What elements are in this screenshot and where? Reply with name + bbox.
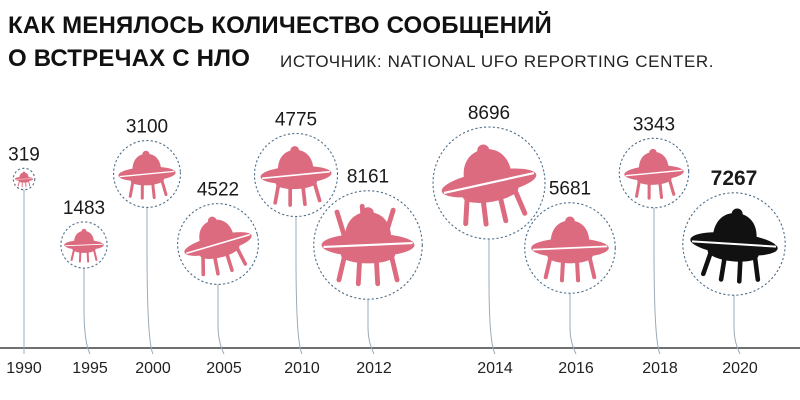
value-label: 8161	[347, 167, 389, 188]
ufo-body	[321, 203, 415, 287]
ufo-body	[624, 148, 684, 200]
ufo-body	[531, 216, 609, 283]
value-label: 7267	[711, 167, 758, 190]
bubble-ring	[12, 167, 36, 191]
ufo-body	[441, 144, 537, 227]
bubble-ring	[313, 190, 423, 300]
year-label: 1990	[6, 360, 42, 377]
chart-title-line-1: КАК МЕНЯЛОСЬ КОЛИЧЕСТВО СООБЩЕНИЙ	[8, 12, 552, 39]
year-label: 2012	[356, 360, 392, 377]
ufo-body	[14, 171, 34, 188]
ufo-icon	[113, 140, 181, 208]
year-label: 2010	[284, 360, 320, 377]
ufo-icon	[60, 221, 108, 269]
year-label: 2000	[135, 360, 171, 377]
value-label: 4775	[275, 110, 317, 131]
year-label: 2014	[477, 360, 513, 377]
connector-line	[217, 284, 225, 355]
value-label: 3100	[126, 117, 168, 138]
ufo-body	[64, 228, 104, 263]
value-label: 4522	[197, 180, 239, 201]
value-label: 8696	[468, 103, 510, 124]
value-label: 5681	[549, 179, 591, 200]
value-label: 3343	[633, 114, 675, 135]
year-label: 2018	[642, 360, 678, 377]
value-label: 1483	[63, 198, 105, 219]
bubble-ring	[524, 202, 616, 294]
ufo-body	[260, 146, 332, 207]
connector-line	[146, 207, 154, 355]
connector-line	[488, 239, 496, 355]
year-label: 2016	[558, 360, 594, 377]
connector-line	[83, 268, 91, 355]
ufo-icon	[524, 202, 616, 294]
bubble-ring	[113, 140, 181, 208]
ufo-icon	[253, 132, 339, 218]
chart-title-line-2: О ВСТРЕЧАХ С НЛО	[8, 45, 251, 72]
year-label: 2005	[206, 360, 242, 377]
ufo-icon	[12, 167, 36, 191]
connector-line	[569, 293, 577, 355]
ufo-body	[118, 150, 176, 200]
bubble-ring	[682, 192, 786, 296]
chart-source: ИСТОЧНИК: NATIONAL UFO REPORTING CENTER.	[280, 52, 715, 71]
ufo-body	[690, 208, 778, 284]
ufo-icon	[682, 192, 786, 296]
ufo-body	[184, 216, 252, 277]
bubble-ring	[60, 221, 108, 269]
connector-line	[367, 299, 375, 355]
connector-line	[733, 295, 741, 355]
bubble-ring	[618, 137, 690, 209]
bubble-ring	[253, 132, 339, 218]
ufo-icon	[618, 137, 690, 209]
ufo-icon	[177, 203, 259, 285]
connector-line	[653, 207, 661, 355]
year-label: 1995	[72, 360, 108, 377]
ufo-icon	[313, 190, 423, 300]
year-label: 2020	[722, 360, 758, 377]
ufo-icon	[432, 126, 546, 240]
connector-line	[295, 216, 303, 355]
value-label: 319	[8, 144, 40, 165]
